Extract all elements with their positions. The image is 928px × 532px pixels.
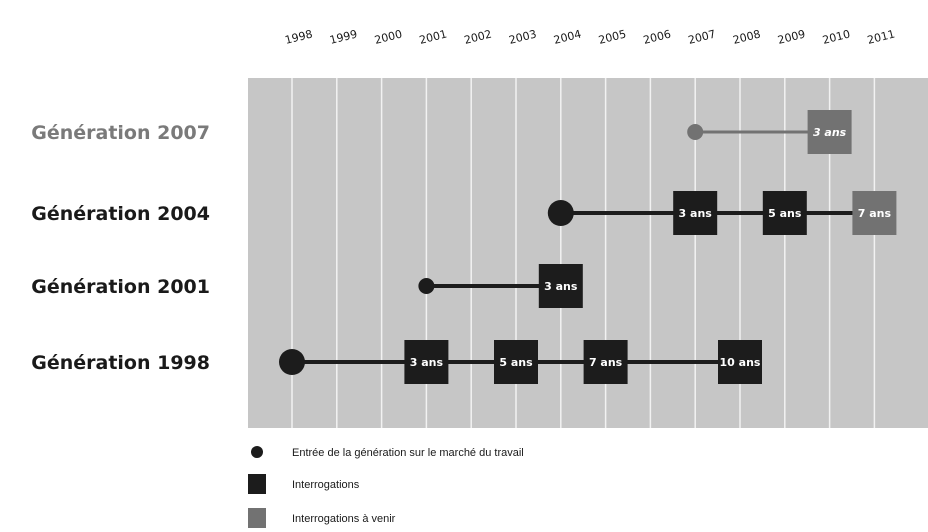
year-axis: 1998 1999 2000 2001 2002 2003 2004 2005 2006 2007… <box>284 28 897 47</box>
survey-box <box>583 340 628 384</box>
year-label: 2007 <box>687 28 717 47</box>
entry-dot <box>418 278 435 294</box>
legend-upcoming-box-icon <box>248 508 266 528</box>
year-label: 2011 <box>866 28 896 47</box>
upcoming-survey-box <box>852 191 897 235</box>
year-label: 2003 <box>508 28 538 47</box>
survey-box <box>673 191 718 235</box>
entry-dot <box>279 349 305 375</box>
generation-row: Génération 2007 3 ans <box>31 110 852 154</box>
generation-label: Génération 1998 <box>31 352 210 374</box>
survey-label: 3 ans <box>679 207 713 220</box>
year-label: 2009 <box>776 28 806 47</box>
survey-box <box>762 191 807 235</box>
survey-label: 3 ans <box>544 280 578 293</box>
survey-box <box>404 340 449 384</box>
year-label: 2004 <box>552 28 582 47</box>
legend-label: Entrée de la génération sur le marché du… <box>292 447 524 459</box>
year-label: 2008 <box>732 28 762 47</box>
survey-box <box>538 264 583 308</box>
survey-label: 7 ans <box>589 356 623 369</box>
year-label: 2010 <box>821 28 851 47</box>
survey-label: 5 ans <box>499 356 533 369</box>
legend-dot-icon <box>251 446 263 458</box>
legend-label: Interrogations <box>292 479 360 491</box>
legend-label: Interrogations à venir <box>292 513 396 525</box>
year-label: 2005 <box>597 28 627 47</box>
legend-box-icon <box>248 474 266 494</box>
generation-label: Génération 2007 <box>31 122 210 144</box>
survey-label: 3 ans <box>813 126 847 139</box>
generation-row: Génération 1998 3 ans 5 ans 7 ans 10 ans <box>31 340 762 384</box>
year-label: 1998 <box>284 28 314 47</box>
entry-dot <box>687 124 704 140</box>
survey-label: 5 ans <box>768 207 802 220</box>
survey-box <box>494 340 538 384</box>
year-label: 1999 <box>328 28 358 47</box>
generation-row: Génération 2001 3 ans <box>31 264 583 308</box>
generation-label: Génération 2004 <box>31 203 210 225</box>
survey-label: 3 ans <box>410 356 444 369</box>
survey-label: 7 ans <box>858 207 892 220</box>
survey-label: 10 ans <box>720 356 761 369</box>
generation-rows: Génération 2007 3 ans Génération 2004 3 ans… <box>31 110 897 384</box>
entry-dot <box>547 200 574 226</box>
year-label: 2000 <box>373 28 403 47</box>
year-label: 2002 <box>463 28 493 47</box>
upcoming-survey-box <box>807 110 852 154</box>
generation-label: Génération 2001 <box>31 276 210 298</box>
year-label: 2001 <box>418 28 448 47</box>
year-label: 2006 <box>642 28 672 47</box>
survey-box <box>718 340 762 384</box>
legend: Entrée de la génération sur le marché du… <box>248 446 524 528</box>
generation-row: Génération 2004 3 ans 5 ans 7 ans <box>31 191 897 235</box>
